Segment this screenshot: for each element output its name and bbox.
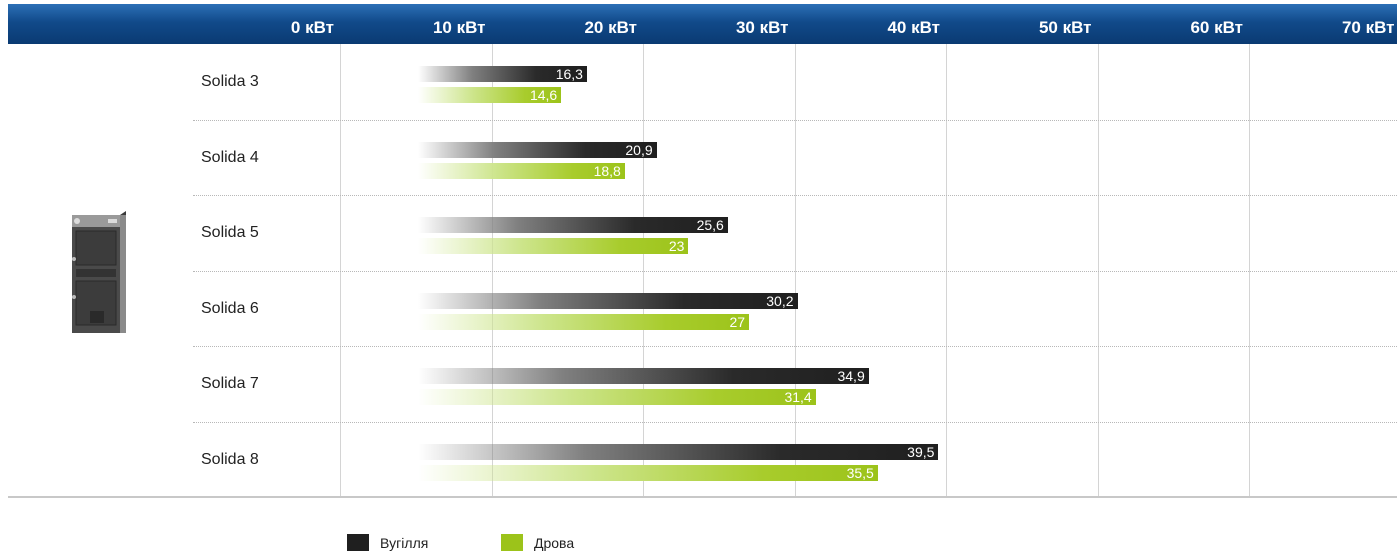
bar-coal: 25,6 (418, 217, 728, 233)
legend-label-wood: Дрова (534, 535, 575, 551)
chart-bottom-border (8, 496, 1397, 498)
bar-value-label: 27 (729, 313, 746, 330)
row-separator (193, 119, 1397, 121)
row-separator (193, 195, 1397, 196)
bar-value-label: 23 (668, 238, 685, 254)
category-label: Solida 8 (201, 450, 259, 468)
category-label: Solida 3 (201, 73, 259, 90)
boiler-image (72, 211, 126, 333)
bar-wood: 23 (418, 238, 689, 254)
bar-wood: 31,4 (418, 389, 816, 405)
x-tick-label: 60 кВт (1190, 18, 1243, 37)
x-tick-label: 50 кВт (1038, 18, 1092, 37)
category-label: Solida 5 (201, 224, 259, 241)
x-tick-label: 0 кВт (290, 18, 334, 37)
x-tick-label: 30 кВт (735, 18, 789, 37)
bar-value-label: 14,6 (529, 87, 558, 103)
bar-value-label: 39,5 (907, 443, 935, 460)
bar-value-label: 30,2 (766, 292, 794, 309)
gridline (491, 44, 493, 496)
category-label: Solida 4 (201, 148, 259, 166)
row-separator (193, 270, 1397, 272)
gridline (643, 44, 644, 496)
gridline (340, 44, 341, 496)
bar-coal: 20,9 (418, 141, 657, 158)
bar-value-label: 16,3 (555, 66, 583, 82)
legend-swatch-coal (347, 534, 369, 551)
bar-wood: 18,8 (418, 162, 625, 179)
bar-value-label: 18,8 (593, 162, 621, 179)
bar-value-label: 35,5 (846, 464, 874, 481)
x-tick-label: 10 кВт (432, 18, 486, 37)
legend-swatch-wood (501, 534, 523, 551)
row-separator (193, 346, 1397, 347)
bar-coal: 34,9 (418, 368, 869, 384)
bar-value-label: 31,4 (784, 389, 812, 405)
bar-value-label: 25,6 (696, 217, 724, 233)
x-tick-label: 70 кВт (1341, 18, 1395, 37)
category-label: Solida 7 (201, 375, 259, 392)
bar-wood: 27 (418, 313, 750, 330)
gridline (794, 44, 796, 496)
x-tick-label: 20 кВт (584, 18, 637, 37)
bar-coal: 16,3 (418, 66, 587, 82)
bar-wood: 35,5 (418, 464, 878, 481)
bar-coal: 30,2 (418, 292, 798, 309)
row-separator (193, 421, 1397, 423)
gridline (1249, 44, 1250, 496)
legend-label-coal: Вугілля (380, 535, 429, 551)
bar-value-label: 34,9 (837, 368, 865, 384)
bar-value-label: 20,9 (625, 141, 653, 158)
bar-coal: 39,5 (418, 443, 939, 460)
gridline (946, 44, 947, 496)
gridline (1097, 44, 1099, 496)
category-label: Solida 6 (201, 299, 259, 317)
axis-header-bar: 0 кВт 10 кВт 20 кВт 30 кВт 40 кВт 50 кВт 60 кВ… (8, 4, 1397, 44)
bar-wood: 14,6 (418, 87, 562, 103)
x-tick-label: 40 кВт (887, 18, 940, 37)
